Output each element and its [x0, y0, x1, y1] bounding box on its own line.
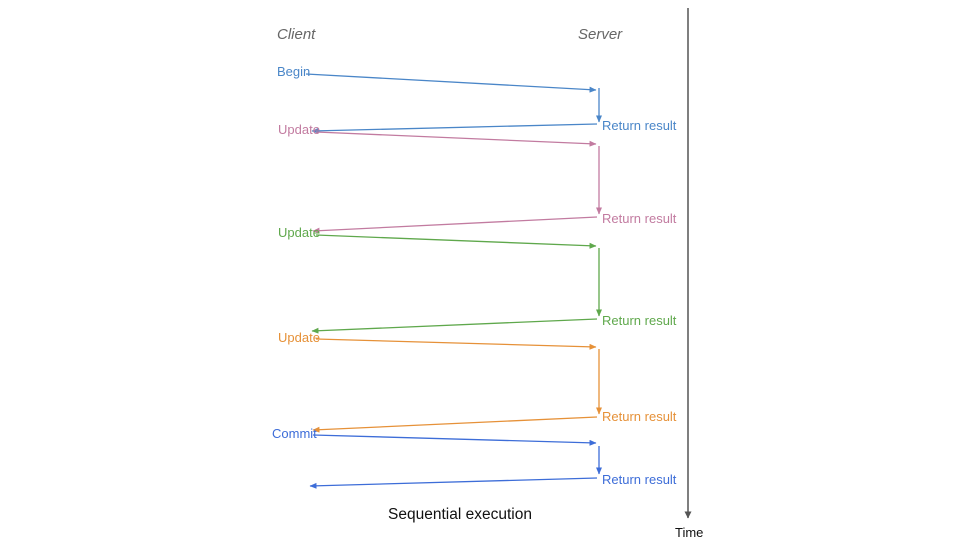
transaction-update-1: Update Return result: [278, 122, 677, 234]
transaction-update-2: Update Return result: [278, 225, 677, 334]
request-arrow: [315, 338, 597, 350]
request-arrow: [312, 434, 597, 446]
request-arrow: [315, 234, 597, 249]
operation-label: Commit: [272, 426, 317, 441]
operation-label: Begin: [277, 64, 310, 79]
time-axis-group: Time: [675, 8, 703, 540]
diagram-title: Sequential execution: [388, 506, 532, 523]
return-result-label: Return result: [602, 211, 677, 226]
time-axis-label: Time: [675, 525, 703, 540]
return-arrow: [311, 123, 598, 134]
return-result-label: Return result: [602, 472, 677, 487]
operation-label: Update: [278, 330, 320, 345]
transaction-update-3: Update Return result: [278, 330, 677, 433]
return-arrow: [312, 416, 598, 433]
return-result-label: Return result: [602, 118, 677, 133]
server-header: Server: [578, 26, 623, 43]
request-arrow: [305, 73, 597, 93]
return-arrow: [309, 477, 598, 489]
request-arrow: [315, 131, 597, 147]
transaction-commit: Commit Return result: [272, 426, 677, 489]
return-result-label: Return result: [602, 313, 677, 328]
return-result-label: Return result: [602, 409, 677, 424]
operation-label: Update: [278, 225, 320, 240]
operation-label: Update: [278, 122, 320, 137]
return-arrow: [311, 318, 598, 334]
return-arrow: [312, 216, 598, 234]
transaction-begin: Begin Return result: [277, 64, 677, 134]
client-header: Client: [277, 26, 316, 43]
